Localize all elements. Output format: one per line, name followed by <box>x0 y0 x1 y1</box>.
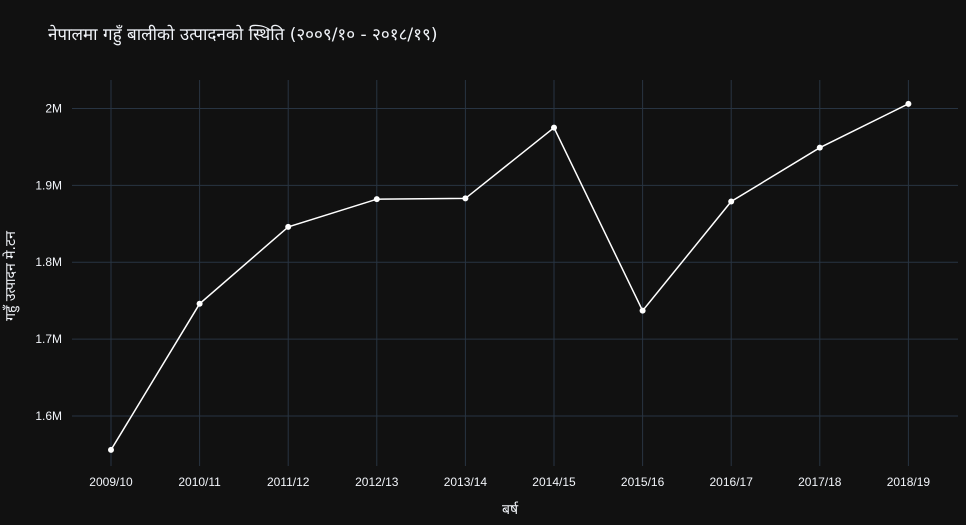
x-axis-ticks: 2009/10 2010/11 2011/12 2012/13 2013/14 2014/… <box>89 475 930 489</box>
data-points <box>108 100 912 453</box>
x-axis-label: बर्ष <box>502 501 519 518</box>
y-tick-label: 1.9M <box>35 178 62 192</box>
series-line <box>110 103 909 451</box>
x-tick-label: 2017/18 <box>798 475 842 489</box>
x-tick-label: 2010/11 <box>178 475 221 489</box>
x-tick-label: 2011/12 <box>267 475 310 489</box>
data-point <box>728 198 735 205</box>
x-tick-label: 2015/16 <box>621 475 665 489</box>
data-point <box>108 446 114 453</box>
data-point <box>285 223 292 230</box>
data-point <box>905 100 912 107</box>
data-point <box>816 144 823 151</box>
data-point <box>551 124 557 131</box>
x-tick-label: 2012/13 <box>355 475 399 489</box>
x-tick-label: 2009/10 <box>89 475 133 489</box>
y-tick-label: 2M <box>45 101 62 115</box>
y-axis-label: गहुँ उत्पादन मे.टन <box>2 231 20 321</box>
y-tick-label: 1.8M <box>35 255 62 269</box>
y-axis-ticks: 1.6M 1.7M 1.8M 1.9M 2M <box>35 101 62 423</box>
gridlines <box>72 80 958 466</box>
x-tick-label: 2016/17 <box>710 475 754 489</box>
data-point <box>373 196 380 203</box>
x-tick-label: 2018/19 <box>887 475 931 489</box>
chart-title: नेपालमा गहुँ बालीको उत्पादनको स्थिति (२०… <box>48 24 437 46</box>
y-tick-label: 1.6M <box>35 409 62 423</box>
data-point <box>196 300 203 307</box>
x-tick-label: 2013/14 <box>444 475 488 489</box>
y-tick-label: 1.7M <box>35 332 62 346</box>
x-tick-label: 2014/15 <box>532 475 576 489</box>
data-point <box>639 307 646 314</box>
data-point <box>462 195 469 202</box>
